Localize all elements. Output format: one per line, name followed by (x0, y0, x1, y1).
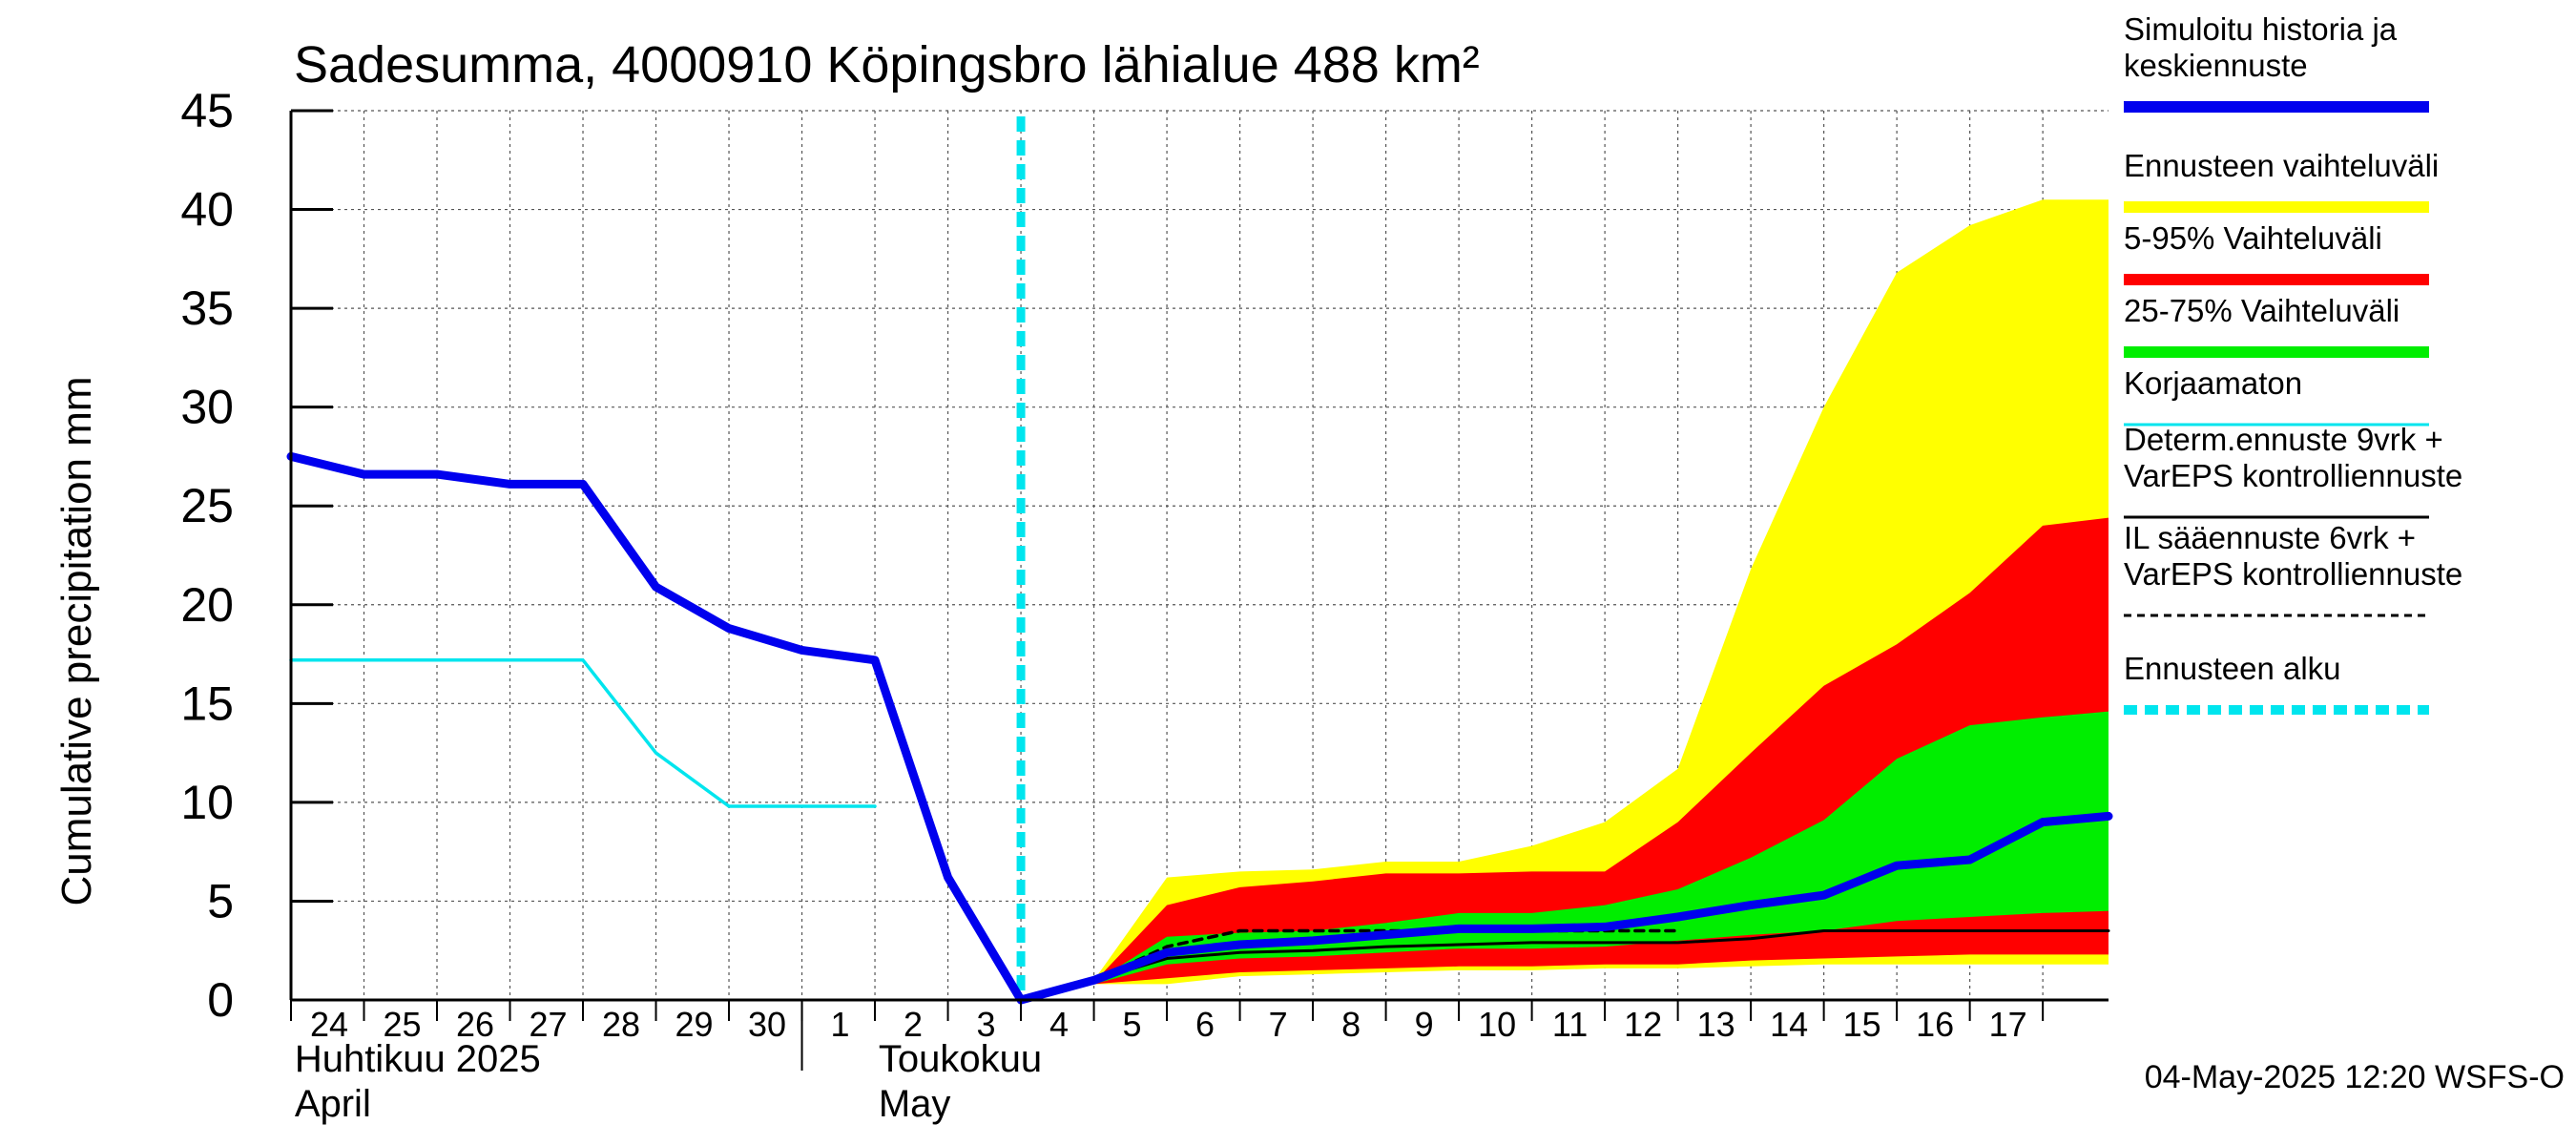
chart-title: Sadesumma, 4000910 Köpingsbro lähialue 4… (294, 36, 1480, 94)
series-line-simuloitu-historia-ja-keskiennuste (286, 451, 2113, 1005)
legend-item: 25-75% Vaihteluväli (2124, 293, 2429, 358)
month-label-en: May (879, 1083, 951, 1125)
month-label-en: April (295, 1083, 371, 1125)
legend-item: 5-95% Vaihteluväli (2124, 220, 2429, 285)
y-tick-label: 25 (180, 479, 234, 532)
x-tick-label: 15 (1843, 1005, 1881, 1044)
legend-item: Korjaamaton (2124, 365, 2429, 427)
x-tick-label: 14 (1770, 1005, 1808, 1044)
x-tick-label: 5 (1123, 1005, 1142, 1044)
x-tick-label: 27 (529, 1005, 567, 1044)
y-tick-label: 5 (207, 874, 234, 927)
legend-label: 5-95% Vaihteluväli (2124, 220, 2382, 256)
legend-label: Korjaamaton (2124, 365, 2302, 401)
y-tick-label: 45 (180, 84, 234, 137)
legend-item: IL sääennuste 6vrk +VarEPS kontrolliennu… (2124, 520, 2462, 617)
x-tick-label: 26 (456, 1005, 494, 1044)
legend-label: Simuloitu historia ja (2124, 11, 2398, 47)
legend-item: Ennusteen alku (2124, 651, 2429, 715)
y-axis-label: Cumulative precipitation mm (53, 376, 100, 906)
x-tick-label: 9 (1415, 1005, 1434, 1044)
series-line-determ-ennuste-9vrk-vareps-kontrolliennuste (1019, 929, 2110, 1002)
x-tick-label: 4 (1049, 1005, 1069, 1044)
month-label-fi: Huhtikuu 2025 (295, 1038, 541, 1080)
legend-label: VarEPS kontrolliennuste (2124, 556, 2462, 592)
x-tick-label: 16 (1916, 1005, 1954, 1044)
x-tick-label: 30 (748, 1005, 786, 1044)
series-line-korjaamaton (289, 658, 877, 808)
timestamp-footer: 04-May-2025 12:20 WSFS-O (2145, 1059, 2565, 1095)
x-tick-label: 10 (1478, 1005, 1516, 1044)
x-tick-label: 1 (831, 1005, 850, 1044)
band-25-75-vaihteluv-li (1021, 711, 2109, 1000)
x-tick-label: 12 (1624, 1005, 1662, 1044)
legend-item: Determ.ennuste 9vrk +VarEPS kontrollienn… (2124, 422, 2462, 519)
x-tick-label: 3 (977, 1005, 996, 1044)
x-tick-label: 25 (383, 1005, 421, 1044)
legend-label: Ennusteen alku (2124, 651, 2341, 686)
x-tick-label: 17 (1989, 1005, 2027, 1044)
x-tick-label: 29 (675, 1005, 714, 1044)
month-label-fi: Toukokuu (879, 1038, 1042, 1080)
y-tick-label: 20 (180, 578, 234, 632)
legend-label: Determ.ennuste 9vrk + (2124, 422, 2443, 457)
x-tick-label: 13 (1697, 1005, 1735, 1044)
legend-label: keskiennuste (2124, 48, 2308, 83)
y-tick-label: 10 (180, 776, 234, 829)
x-tick-label: 6 (1195, 1005, 1215, 1044)
y-tick-label: 35 (180, 281, 234, 335)
x-tick-label: 24 (310, 1005, 348, 1044)
x-tick-label: 8 (1341, 1005, 1361, 1044)
y-tick-label: 40 (180, 183, 234, 237)
legend-label: VarEPS kontrolliennuste (2124, 458, 2462, 493)
y-tick-label: 0 (207, 973, 234, 1027)
x-tick-label: 2 (904, 1005, 923, 1044)
y-tick-label: 30 (180, 381, 234, 434)
legend-label: IL sääennuste 6vrk + (2124, 520, 2416, 555)
x-tick-label: 28 (602, 1005, 640, 1044)
x-tick-label: 11 (1552, 1005, 1588, 1044)
x-tick-label: 7 (1269, 1005, 1288, 1044)
legend-label: 25-75% Vaihteluväli (2124, 293, 2399, 328)
y-tick-label: 15 (180, 677, 234, 730)
legend-label: Ennusteen vaihteluväli (2124, 148, 2439, 183)
legend-item: Ennusteen vaihteluväli (2124, 148, 2439, 213)
